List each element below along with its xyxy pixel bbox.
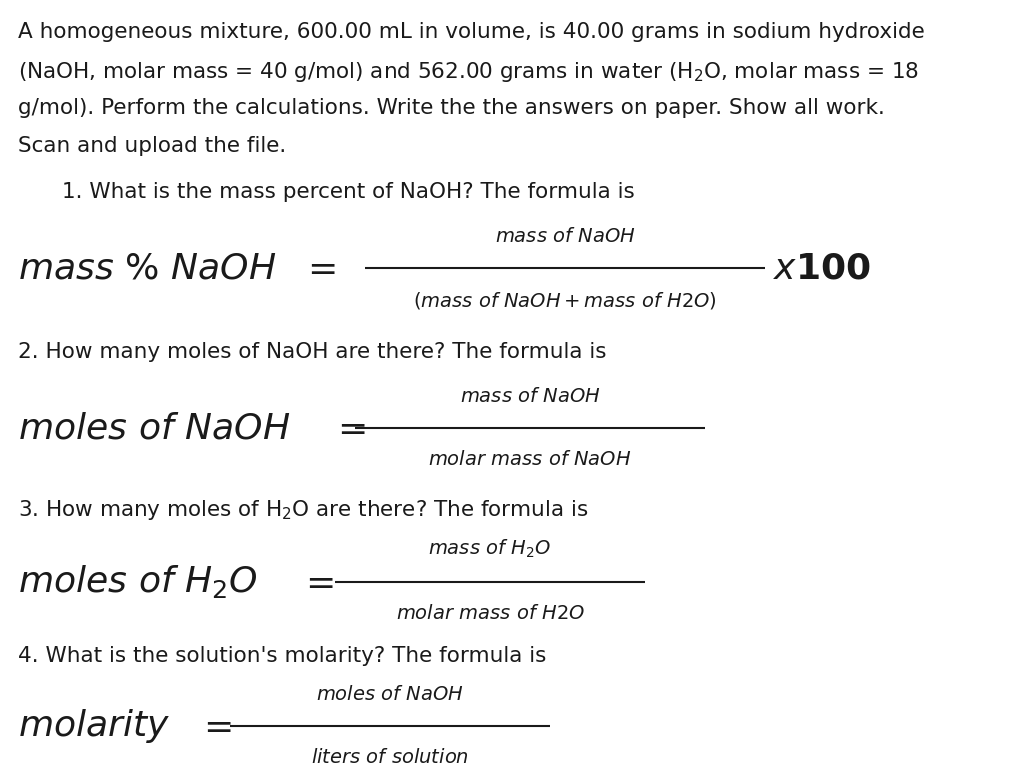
Text: $\mathit{mass\ of\ NaOH}$: $\mathit{mass\ of\ NaOH}$ xyxy=(460,387,600,406)
Text: $\mathit{x}$100: $\mathit{x}$100 xyxy=(773,251,871,285)
Text: $\mathit{mass\ of\ NaOH}$: $\mathit{mass\ of\ NaOH}$ xyxy=(495,227,635,246)
Text: $\mathit{molar\ mass\ of\ NaOH}$: $\mathit{molar\ mass\ of\ NaOH}$ xyxy=(428,450,632,469)
Text: $=$: $=$ xyxy=(298,565,334,599)
Text: $\mathit{mass\ \%\ NaOH}$: $\mathit{mass\ \%\ NaOH}$ xyxy=(18,251,276,285)
Text: $\mathit{moles\ of\ NaOH}$: $\mathit{moles\ of\ NaOH}$ xyxy=(18,411,291,445)
Text: $\mathit{(mass\ of\ NaOH + mass\ of\ H2O)}$: $\mathit{(mass\ of\ NaOH + mass\ of\ H2O… xyxy=(413,290,717,311)
Text: 1. What is the mass percent of NaOH? The formula is: 1. What is the mass percent of NaOH? The… xyxy=(62,182,635,202)
Text: $\mathit{moles\ of\ H_2O}$: $\mathit{moles\ of\ H_2O}$ xyxy=(18,563,258,601)
Text: $=$: $=$ xyxy=(330,411,366,445)
Text: Scan and upload the file.: Scan and upload the file. xyxy=(18,136,287,156)
Text: $\mathit{liters\ of\ solution}$: $\mathit{liters\ of\ solution}$ xyxy=(311,748,469,767)
Text: g/mol). Perform the calculations. Write the the answers on paper. Show all work.: g/mol). Perform the calculations. Write … xyxy=(18,98,885,118)
Text: 4. What is the solution's molarity? The formula is: 4. What is the solution's molarity? The … xyxy=(18,646,547,666)
Text: 2. How many moles of NaOH are there? The formula is: 2. How many moles of NaOH are there? The… xyxy=(18,342,606,362)
Text: $=$: $=$ xyxy=(196,709,231,743)
Text: $\mathit{moles\ of\ NaOH}$: $\mathit{moles\ of\ NaOH}$ xyxy=(316,685,464,704)
Text: 3. How many moles of H$_2$O are there? The formula is: 3. How many moles of H$_2$O are there? T… xyxy=(18,498,589,522)
Text: $=$: $=$ xyxy=(300,251,336,285)
Text: $\mathit{mass\ of\ H_2O}$: $\mathit{mass\ of\ H_2O}$ xyxy=(428,538,552,560)
Text: (NaOH, molar mass = 40 g/mol) and 562.00 grams in water (H$_2$O, molar mass = 18: (NaOH, molar mass = 40 g/mol) and 562.00… xyxy=(18,60,919,84)
Text: A homogeneous mixture, 600.00 mL in volume, is 40.00 grams in sodium hydroxide: A homogeneous mixture, 600.00 mL in volu… xyxy=(18,22,925,42)
Text: $\mathit{molarity}$: $\mathit{molarity}$ xyxy=(18,707,170,745)
Text: $\mathit{molar\ mass\ of\ H2O}$: $\mathit{molar\ mass\ of\ H2O}$ xyxy=(395,604,585,623)
